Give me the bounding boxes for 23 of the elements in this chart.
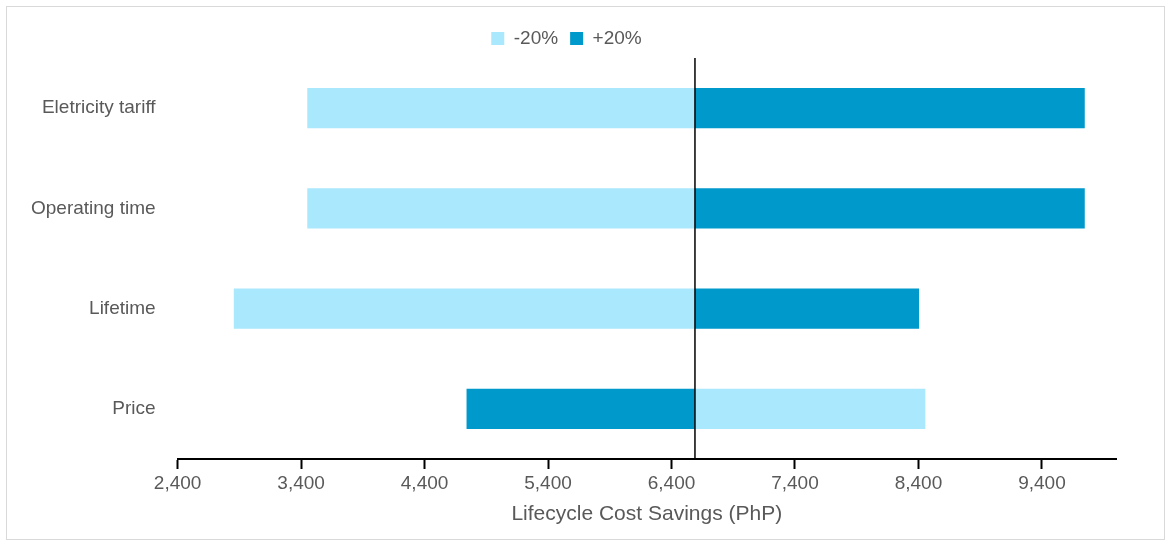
bar [694, 88, 1085, 129]
legend-label: -20% [513, 26, 559, 48]
bar [466, 388, 695, 429]
x-tick-label: 7,400 [771, 471, 819, 493]
x-axis-title: Lifecycle Cost Savings (PhP) [511, 501, 783, 525]
y-tick-label: Eletricity tariff [41, 96, 157, 118]
bar [694, 288, 920, 329]
x-tick-label: 6,400 [647, 471, 696, 493]
y-tick-label: Lifetime [89, 296, 156, 318]
x-tick-label: 3,400 [277, 471, 325, 493]
x-tick-label: 8,400 [894, 471, 943, 493]
y-tick-label: Price [112, 397, 156, 419]
bar [233, 288, 695, 329]
x-tick-label: 4,400 [400, 471, 449, 493]
bar [694, 188, 1085, 229]
bar [694, 388, 926, 429]
x-tick-label: 5,400 [524, 471, 572, 493]
y-tick-label: Operating time [30, 196, 156, 218]
x-tick-label: 2,400 [153, 471, 202, 493]
bar [307, 188, 695, 229]
x-tick-label: 9,400 [1018, 471, 1066, 493]
legend-label: +20% [592, 26, 642, 48]
bar [307, 88, 695, 129]
